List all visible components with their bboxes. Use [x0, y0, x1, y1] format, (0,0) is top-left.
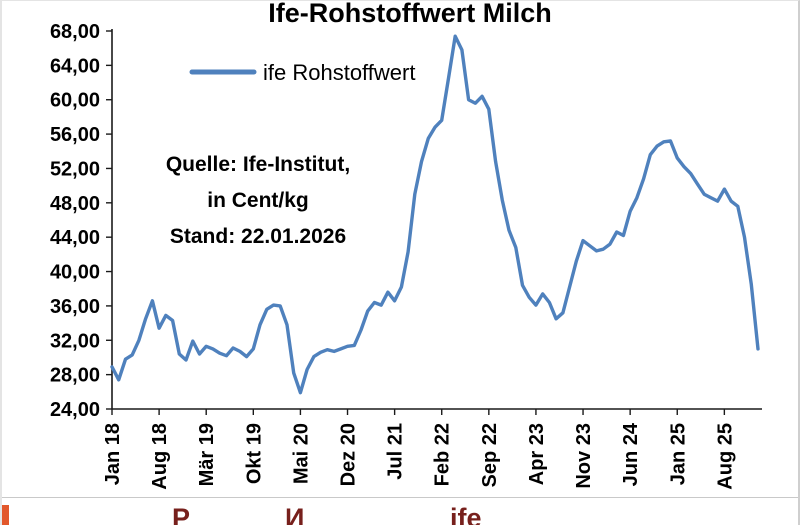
x-tick-label: Dez 20 — [338, 423, 360, 486]
x-tick-label: Nov 23 — [573, 423, 595, 489]
x-tick-label: Jan 18 — [102, 423, 124, 485]
x-tick-label: Feb 22 — [432, 423, 454, 486]
caption-fragment: И — [285, 503, 305, 525]
x-tick-label: Jun 24 — [620, 422, 642, 486]
y-tick-label: 24,00 — [50, 399, 100, 421]
series-line — [110, 34, 760, 395]
caption-fragment: Р — [172, 503, 191, 525]
x-tick-label: Apr 23 — [526, 423, 548, 485]
chart-title: Ife-Rohstoffwert Milch — [268, 1, 552, 28]
cropped-caption-strip: Р И ife — [2, 497, 798, 525]
legend-label: ife Rohstoffwert — [263, 60, 415, 85]
y-tick-label: 48,00 — [50, 193, 100, 215]
x-tick-label: Mär 19 — [196, 423, 218, 486]
y-tick-label: 44,00 — [50, 227, 100, 249]
x-tick-label: Mai 20 — [290, 423, 312, 484]
accent-bar — [2, 505, 9, 525]
annotation-source: Quelle: Ife-Institut, — [166, 153, 350, 176]
y-tick-label: 32,00 — [50, 330, 100, 352]
x-tick-label: Jan 25 — [667, 423, 689, 485]
y-tick-label: 64,00 — [50, 55, 100, 77]
milk-price-chart: Ife-Rohstoffwert Milch ife Rohstoffwert … — [50, 1, 762, 490]
y-tick-label: 56,00 — [50, 124, 100, 146]
caption-fragment: ife — [450, 503, 482, 525]
x-tick-label: Aug 18 — [149, 423, 171, 490]
y-tick-label: 28,00 — [50, 365, 100, 387]
y-tick-label: 60,00 — [50, 90, 100, 112]
y-tick-label: 36,00 — [50, 296, 100, 318]
x-tick-label: Aug 25 — [714, 423, 736, 490]
y-tick-label: 68,00 — [50, 21, 100, 43]
y-tick-label: 40,00 — [50, 262, 100, 284]
x-tick-label: Sep 22 — [479, 423, 501, 487]
x-tick-label: Okt 19 — [243, 423, 265, 484]
annotation-unit: in Cent/kg — [207, 189, 309, 212]
annotation-date: Stand: 22.01.2026 — [170, 225, 346, 248]
y-tick-label: 52,00 — [50, 158, 100, 180]
x-tick-label: Jul 21 — [385, 423, 407, 480]
